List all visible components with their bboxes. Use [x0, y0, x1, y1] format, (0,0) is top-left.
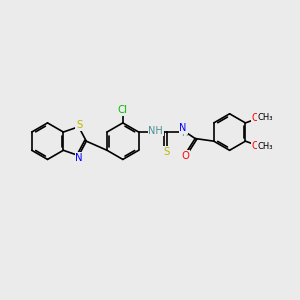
Text: H: H [181, 129, 188, 138]
Text: N: N [75, 153, 83, 163]
Text: CH₃: CH₃ [257, 142, 273, 151]
Text: S: S [164, 147, 170, 157]
Text: O: O [252, 141, 259, 151]
Text: CH₃: CH₃ [257, 113, 273, 122]
Text: O: O [252, 113, 259, 124]
Text: Cl: Cl [118, 105, 128, 115]
Text: O: O [181, 151, 189, 161]
Text: NH: NH [148, 126, 163, 136]
Text: S: S [76, 120, 83, 130]
Text: N: N [179, 123, 187, 133]
